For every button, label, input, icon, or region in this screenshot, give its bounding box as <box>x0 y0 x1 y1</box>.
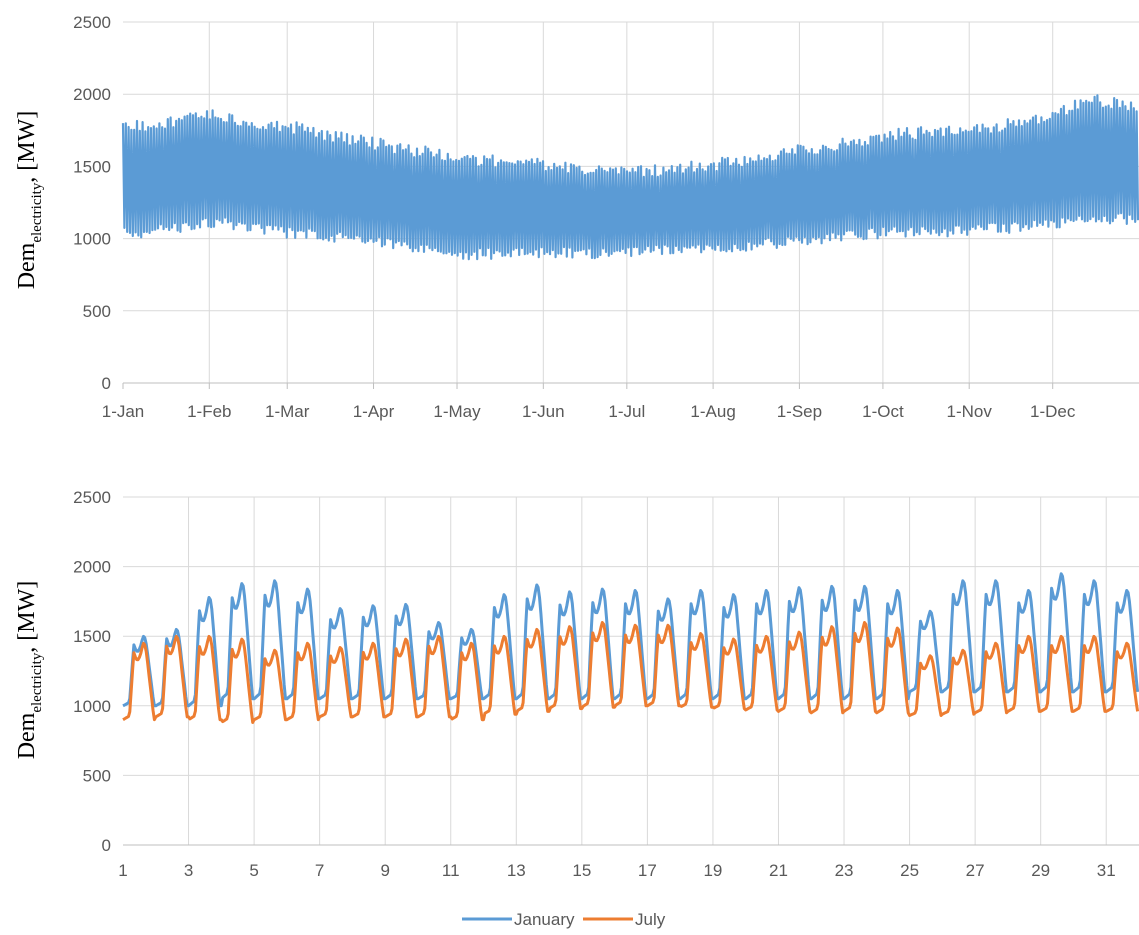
y-tick-label: 0 <box>102 374 111 393</box>
x-tick-label: 31 <box>1097 861 1116 880</box>
series-line-july <box>122 621 1139 724</box>
x-tick-label: 7 <box>315 861 324 880</box>
x-tick-label: 1-May <box>433 402 481 421</box>
y-tick-label: 1500 <box>73 627 111 646</box>
x-tick-label: 27 <box>966 861 985 880</box>
x-tick-label: 1-Dec <box>1030 402 1076 421</box>
x-tick-label: 13 <box>507 861 526 880</box>
x-tick-label: 1-Feb <box>187 402 231 421</box>
x-tick-label: 29 <box>1031 861 1050 880</box>
y-tick-label: 2000 <box>73 85 111 104</box>
y-axis-label: Demelectricity, [MW] <box>14 581 45 760</box>
y-tick-label: 2000 <box>73 558 111 577</box>
x-tick-label: 1-Jul <box>608 402 645 421</box>
y-tick-label: 1000 <box>73 697 111 716</box>
y-tick-label: 2500 <box>73 488 111 507</box>
x-tick-label: 1-Nov <box>947 402 993 421</box>
x-tick-label: 1-Jan <box>102 402 145 421</box>
x-tick-label: 19 <box>703 861 722 880</box>
y-tick-label: 2500 <box>73 13 111 32</box>
x-tick-label: 15 <box>572 861 591 880</box>
x-tick-label: 3 <box>184 861 193 880</box>
x-tick-label: 1-Jun <box>522 402 565 421</box>
x-tick-label: 25 <box>900 861 919 880</box>
x-tick-label: 5 <box>249 861 258 880</box>
x-tick-label: 1-Sep <box>777 402 822 421</box>
x-tick-label: 1-Apr <box>353 402 395 421</box>
x-tick-label: 21 <box>769 861 788 880</box>
x-tick-label: 1-Aug <box>690 402 735 421</box>
annual-demand-chart: 0 500 1000 1500 2000 2500 1-Jan 1-Feb 1-Mar 1-Apr… <box>14 13 1139 421</box>
series-line-january <box>122 572 1139 708</box>
x-tick-label: 1-Mar <box>265 402 310 421</box>
y-tick-label: 500 <box>83 766 111 785</box>
y-tick-label: 0 <box>102 836 111 855</box>
x-tick-label: 23 <box>835 861 854 880</box>
legend-label-july: July <box>635 910 666 929</box>
legend-label-january: January <box>514 910 575 929</box>
y-tick-label: 1500 <box>73 157 111 176</box>
y-tick-label: 1000 <box>73 230 111 249</box>
x-tick-label: 17 <box>638 861 657 880</box>
x-tick-label: 9 <box>380 861 389 880</box>
series-line-annual <box>121 94 1139 261</box>
x-tick-label: 11 <box>442 861 460 880</box>
x-tick-label: 1 <box>118 861 127 880</box>
x-tick-label: 1-Oct <box>862 402 904 421</box>
y-axis-label: Demelectricity, [MW] <box>14 111 45 290</box>
legend: January July <box>462 910 666 929</box>
y-tick-label: 500 <box>83 302 111 321</box>
